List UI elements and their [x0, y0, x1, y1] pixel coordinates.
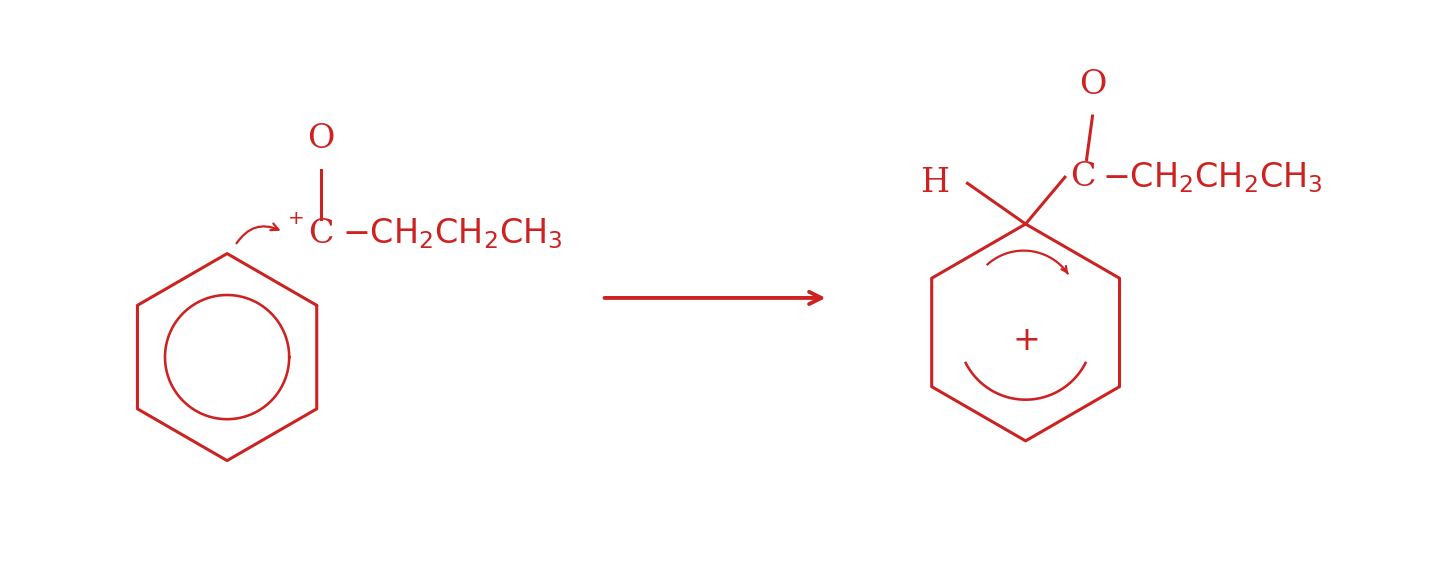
FancyArrowPatch shape — [236, 223, 278, 243]
Text: $+$: $+$ — [1012, 324, 1038, 357]
Text: C: C — [308, 218, 334, 250]
Text: O: O — [1079, 69, 1106, 101]
Text: $-$CH$_2$CH$_2$CH$_3$: $-$CH$_2$CH$_2$CH$_3$ — [343, 216, 563, 251]
Text: $^+$: $^+$ — [282, 212, 304, 240]
Text: $-$CH$_2$CH$_2$CH$_3$: $-$CH$_2$CH$_2$CH$_3$ — [1103, 160, 1323, 195]
Text: C: C — [1070, 161, 1096, 193]
Text: H: H — [920, 168, 950, 199]
Text: O: O — [307, 123, 334, 155]
